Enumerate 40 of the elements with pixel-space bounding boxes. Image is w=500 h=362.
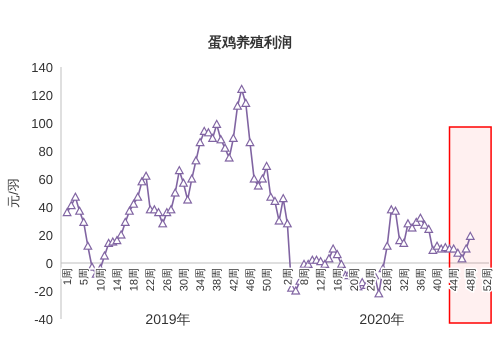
x-tick-label: 16周 (332, 268, 344, 292)
x-tick-label: 46周 (244, 268, 257, 292)
x-tick-label: 30周 (178, 268, 190, 292)
x-tick-label: 1周 (62, 268, 74, 286)
y-tick-label: 40 (38, 200, 53, 215)
y-tick-label: 0 (46, 256, 53, 271)
x-tick-label: 18周 (128, 268, 141, 292)
y-tick-label: -20 (34, 284, 53, 299)
y-tick-label: 20 (38, 228, 53, 243)
y-tick-label: 80 (38, 144, 53, 159)
x-tick-label: 2周 (282, 268, 294, 286)
x-tick-label: 36周 (415, 268, 428, 292)
x-tick-label: 42周 (228, 268, 240, 292)
x-tick-label: 22周 (145, 268, 158, 292)
y-tick-label: 60 (38, 172, 53, 187)
x-tick-label: 8周 (299, 268, 312, 286)
x-tick-label: 44周 (448, 268, 461, 292)
annotation: 2019年 (145, 311, 191, 327)
x-tick-label: 26周 (162, 268, 174, 292)
x-tick-label: 28周 (382, 268, 394, 292)
x-tick-label: 5周 (78, 268, 91, 286)
x-tick-label: 48周 (465, 268, 478, 292)
x-tick-label: 14周 (112, 268, 124, 292)
x-tick-label: 20周 (348, 268, 361, 292)
chart-title: 蛋鸡养殖利润 (207, 34, 292, 50)
x-tick-label: 32周 (398, 268, 411, 292)
x-tick-label: 38周 (212, 268, 224, 292)
x-tick-label: 52周 (482, 268, 494, 292)
y-tick-label: 100 (31, 116, 53, 131)
y-axis-title: 元/羽 (6, 178, 21, 208)
x-tick-label: 50周 (262, 268, 274, 292)
x-tick-label: 12周 (316, 268, 328, 292)
x-tick-label: 34周 (195, 268, 208, 292)
x-tick-label: 40周 (432, 268, 444, 292)
y-tick-label: -40 (34, 312, 53, 327)
x-tick-label: 24周 (366, 268, 378, 292)
y-tick-label: 120 (31, 88, 53, 103)
x-tick-label: 10周 (95, 268, 108, 292)
annotation: 2020年 (359, 311, 405, 327)
y-tick-label: 140 (31, 60, 53, 75)
